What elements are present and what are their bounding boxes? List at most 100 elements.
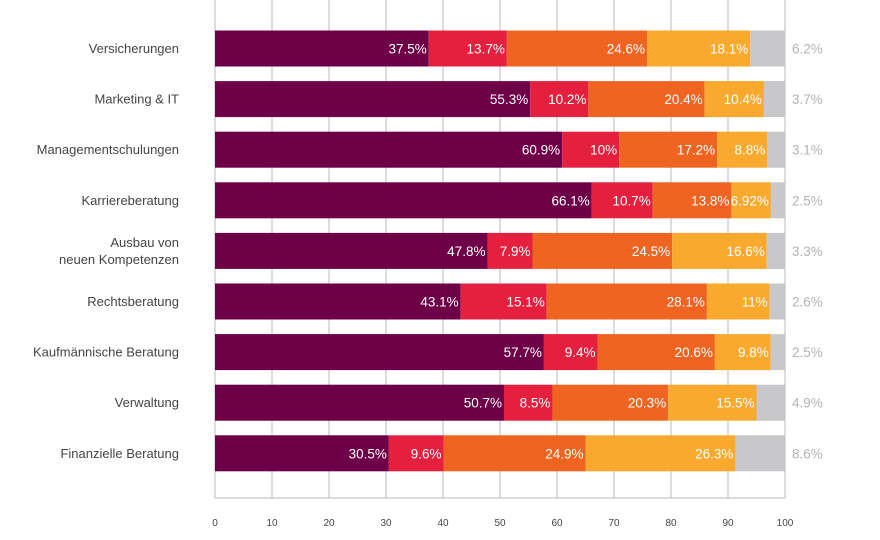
data-label: 50.7%	[464, 396, 502, 411]
data-label: 3.1%	[792, 143, 823, 158]
data-label: 28.1%	[667, 295, 705, 310]
bar-segment	[443, 435, 586, 472]
bar-segment	[532, 232, 673, 269]
category-label: Ausbau von neuen Kompetenzen	[59, 235, 179, 267]
bar-segment	[731, 182, 771, 219]
data-label: 20.6%	[675, 345, 713, 360]
bar-segment	[714, 334, 771, 371]
bar-segment	[767, 131, 785, 168]
bar-segment	[543, 334, 598, 371]
data-label: 8.5%	[520, 396, 551, 411]
data-label: 10.2%	[548, 92, 586, 107]
bar-segment	[460, 283, 547, 320]
bar-segment	[652, 182, 732, 219]
data-label: 24.9%	[545, 446, 583, 461]
data-label: 7.9%	[500, 244, 531, 259]
data-label: 57.7%	[504, 345, 542, 360]
category-label: Kaufmännische Beratung	[33, 345, 179, 360]
x-tick-label: 20	[323, 518, 335, 529]
bar-segment	[215, 131, 563, 168]
category-label: Marketing & IT	[94, 92, 179, 107]
bar-segment	[552, 384, 669, 421]
bar-segment	[388, 435, 444, 472]
data-label: 9.6%	[411, 446, 442, 461]
bar-segment	[766, 232, 786, 269]
x-tick-label: 10	[266, 518, 278, 529]
bar-segment	[588, 81, 705, 118]
x-tick-label: 30	[380, 518, 392, 529]
x-tick-label: 90	[722, 518, 734, 529]
data-label: 4.9%	[792, 396, 823, 411]
bar-segment	[215, 435, 389, 472]
data-label: 24.6%	[607, 42, 645, 57]
data-label: 66.1%	[551, 193, 589, 208]
bar-segment	[706, 283, 770, 320]
data-label: 2.6%	[792, 295, 823, 310]
data-label: 3.7%	[792, 92, 823, 107]
data-label: 20.3%	[628, 396, 666, 411]
x-tick-label: 100	[777, 518, 794, 529]
bar-segment	[585, 435, 736, 472]
data-label: 8.6%	[792, 446, 823, 461]
bar-segment	[704, 81, 764, 118]
bar-segment	[597, 334, 715, 371]
bar-segment	[717, 131, 768, 168]
data-label: 15.1%	[506, 295, 544, 310]
data-label: 10%	[590, 143, 617, 158]
category-label: Rechtsberatung	[87, 294, 179, 309]
bar-segment	[591, 182, 653, 219]
data-label: 24.5%	[632, 244, 670, 259]
bar-segment	[215, 232, 488, 269]
x-tick-label: 80	[665, 518, 677, 529]
bar-segment	[487, 232, 533, 269]
bar-segment	[619, 131, 718, 168]
bar-segment	[215, 81, 531, 118]
data-label: 17.2%	[677, 143, 715, 158]
data-label: 10.7%	[612, 193, 650, 208]
data-label: 18.1%	[710, 42, 748, 57]
bar-segment	[546, 283, 707, 320]
bar-segment	[215, 334, 544, 371]
bar-segment	[530, 81, 589, 118]
data-label: 37.5%	[388, 42, 426, 57]
bar-segment	[735, 435, 785, 472]
bar-segment	[562, 131, 620, 168]
x-tick-label: 40	[437, 518, 449, 529]
bar-segment	[647, 30, 751, 67]
bar-segment	[503, 384, 553, 421]
bar-segment	[756, 384, 785, 421]
bar-segment	[672, 232, 767, 269]
data-label: 60.9%	[522, 143, 560, 158]
category-label: Verwaltung	[115, 395, 179, 410]
data-label: 3.3%	[792, 244, 823, 259]
data-label: 6.92%	[731, 193, 769, 208]
data-label: 30.5%	[349, 446, 387, 461]
data-label: 9.8%	[738, 345, 769, 360]
bar-segment	[668, 384, 757, 421]
x-tick-label: 70	[608, 518, 620, 529]
data-label: 16.6%	[726, 244, 764, 259]
data-label: 20.4%	[664, 92, 702, 107]
data-label: 13.7%	[467, 42, 505, 57]
data-label: 11%	[742, 295, 768, 310]
bar-segment	[428, 30, 507, 67]
category-labels: Versicherungen Marketing & IT Managementsc…	[33, 41, 179, 461]
data-label: 13.8%	[691, 193, 729, 208]
data-label: 9.4%	[565, 345, 596, 360]
bar-segment	[506, 30, 648, 67]
bar-segment	[750, 30, 786, 67]
data-label: 55.3%	[490, 92, 528, 107]
bar-segment	[769, 283, 785, 320]
bar-segment	[215, 30, 429, 67]
data-label: 10.4%	[724, 92, 762, 107]
category-label: Managementschulungen	[37, 142, 179, 157]
category-label: Finanzielle Beratung	[60, 446, 179, 461]
bar-segment	[215, 384, 504, 421]
bars	[215, 30, 786, 472]
data-label: 8.8%	[735, 143, 766, 158]
data-label: 26.3%	[695, 446, 733, 461]
data-label: 47.8%	[447, 244, 485, 259]
data-label: 15.5%	[716, 396, 754, 411]
